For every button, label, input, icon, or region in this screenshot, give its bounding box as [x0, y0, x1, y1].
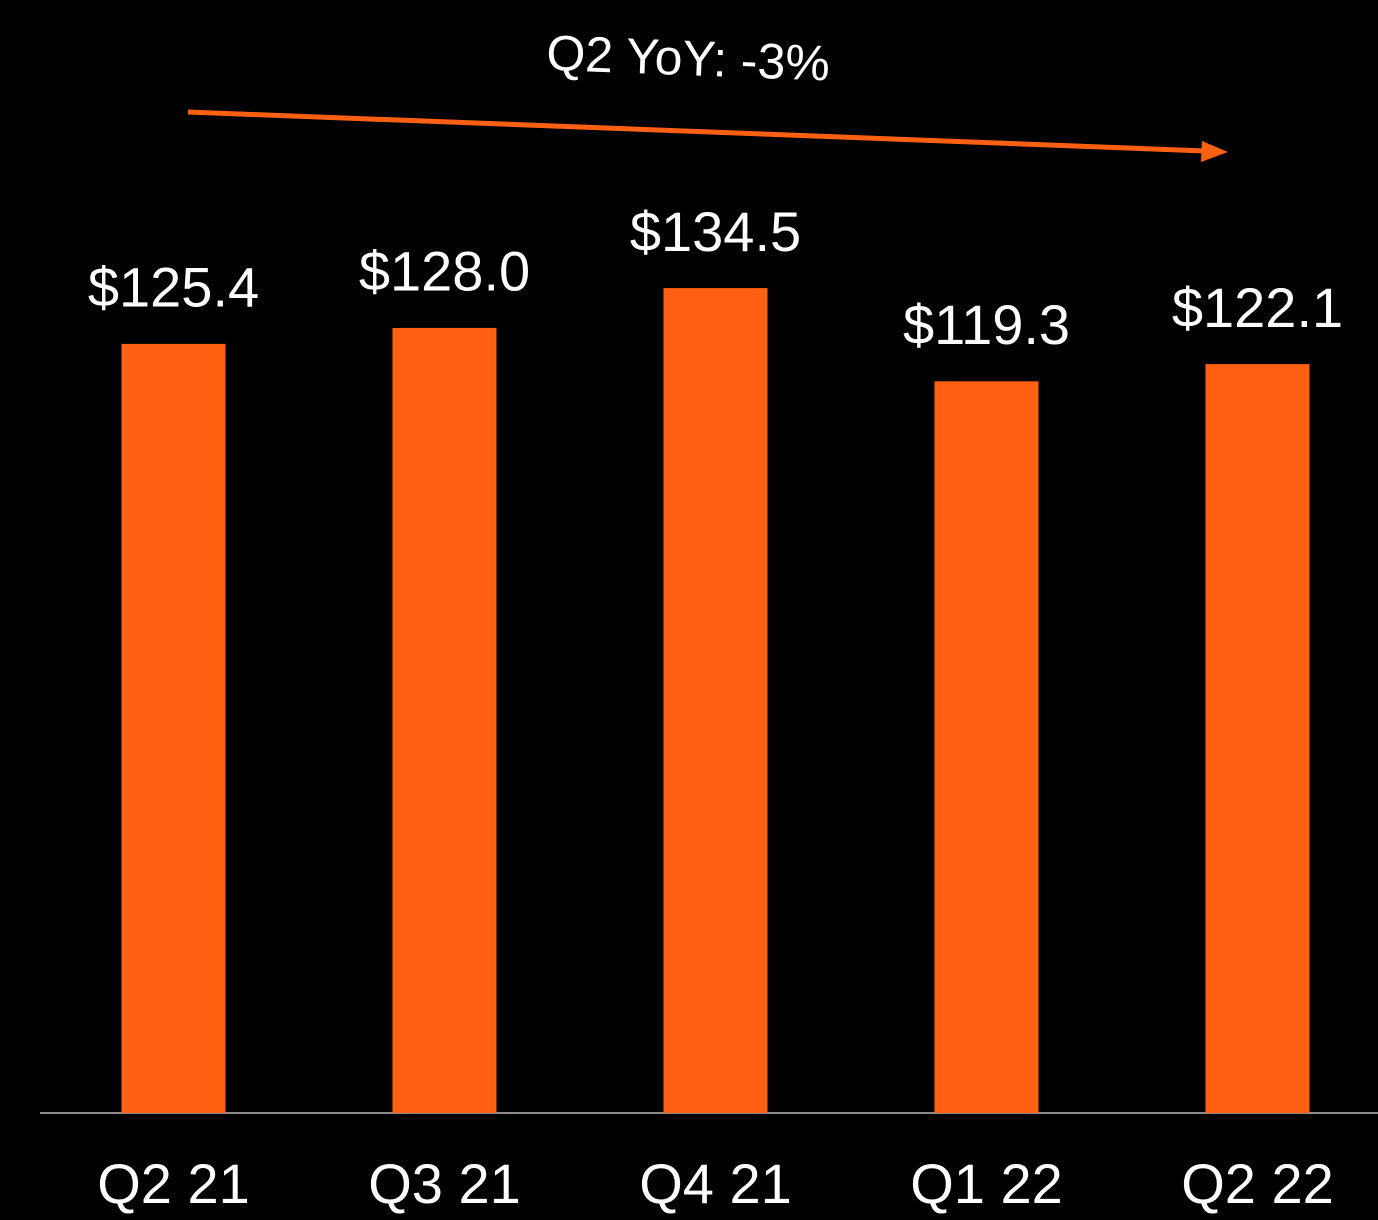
bar [121, 343, 226, 1113]
x-tick-label: Q3 21 [368, 1152, 521, 1215]
bar [934, 381, 1039, 1113]
bar [663, 288, 768, 1114]
x-tick-label: Q2 22 [1181, 1152, 1334, 1215]
bar [392, 327, 497, 1113]
x-tick-label: Q2 21 [97, 1152, 250, 1215]
arrow-head [1201, 141, 1228, 162]
value-label: $134.5 [630, 200, 801, 263]
value-label: $128.0 [359, 240, 530, 303]
trend-arrow [187, 109, 1206, 154]
bar [1205, 364, 1310, 1113]
value-label: $125.4 [88, 256, 259, 319]
annotation: Q2 YoY: -3% [545, 25, 830, 92]
value-label: $122.1 [1172, 276, 1343, 339]
value-label: $119.3 [903, 293, 1070, 356]
x-tick-label: Q4 21 [639, 1152, 792, 1215]
x-tick-label: Q1 22 [910, 1152, 1063, 1215]
